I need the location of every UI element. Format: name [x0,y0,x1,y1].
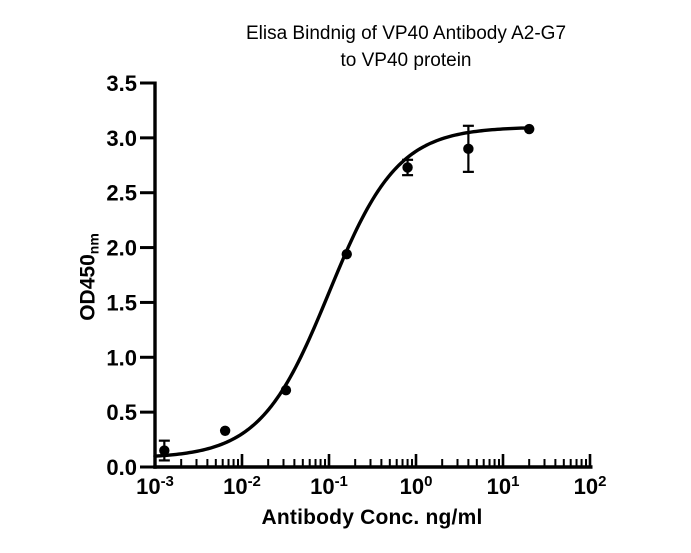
data-point-3 [341,248,352,260]
x-tick-label-3: 100 [400,473,433,499]
x-tick-label-4: 101 [487,473,520,499]
x-tick-label-0: 10-3 [136,473,174,499]
chart-title-line-2: to VP40 protein [340,50,472,71]
y-tick-label-1: 0.5 [106,400,137,425]
fit-curve [153,126,529,458]
y-tick-label-0: 0.0 [106,455,137,480]
data-point-0 [159,445,170,456]
y-tick-label-5: 2.5 [106,181,137,206]
y-tick-label-2: 1.0 [106,345,137,370]
y-tick-label-4: 2.0 [106,236,137,261]
chart-title: Elisa Bindnig of VP40 Antibody A2-G7 to … [121,20,691,74]
data-point-1 [219,425,231,436]
data-point-4 [402,162,413,173]
y-tick-label-7: 3.5 [106,71,137,96]
y-tick-label-3: 1.5 [106,290,137,315]
y-tick-label-6: 3.0 [106,126,137,151]
data-point-6 [523,123,535,135]
data-point-5 [463,143,474,155]
x-axis-title: Antibody Conc. ng/ml [261,506,483,529]
x-tick-label-5: 102 [574,473,607,499]
x-tick-label-2: 10-1 [310,473,348,499]
data-point-2 [280,385,292,396]
chart-title-line-1: Elisa Bindnig of VP40 Antibody A2-G7 [245,23,567,44]
x-tick-label-1: 10-2 [223,473,261,499]
